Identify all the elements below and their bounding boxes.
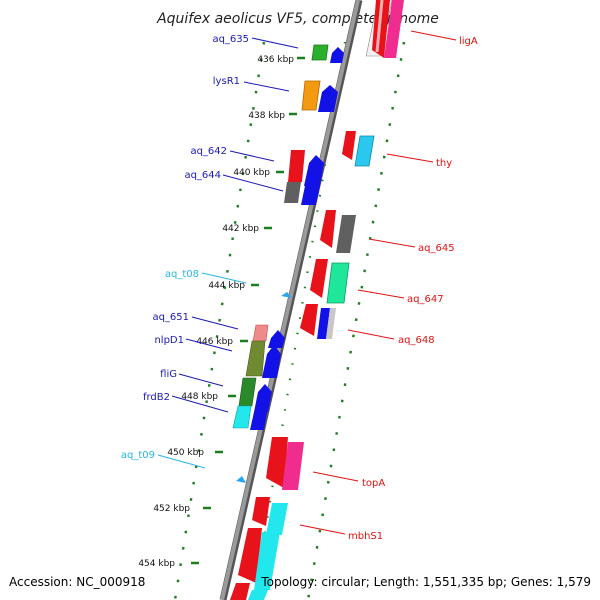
- gene-label-right[interactable]: topA: [362, 478, 385, 489]
- gene-arrow-aq651-b[interactable]: [268, 330, 285, 348]
- gene-label-left[interactable]: aq_642: [190, 146, 227, 157]
- gene-arrow-aq651[interactable]: [252, 324, 269, 342]
- right-gene-labels: ligA thy aq_645 aq_647 aq_648 topA mbhS1: [299, 30, 478, 542]
- gene-arrow-aq635-b[interactable]: [330, 47, 344, 63]
- gene-arrow-mbhS1-b[interactable]: [266, 503, 288, 535]
- accession-text: Accession: NC_000918: [9, 575, 145, 589]
- gene-arrow-aq647-b[interactable]: [326, 262, 350, 304]
- gene-arrow-fliG[interactable]: [238, 377, 257, 407]
- gene-arrow-mbhS2-b[interactable]: [254, 532, 280, 590]
- gene-nlpD1-block[interactable]: [245, 340, 281, 378]
- gene-arrow-aq642[interactable]: [288, 150, 305, 182]
- gene-aq648-block[interactable]: [300, 304, 336, 339]
- scale-tick-label: 442 kbp: [222, 224, 259, 234]
- gene-label-right[interactable]: aq_647: [407, 294, 444, 305]
- gene-arrow-aq648[interactable]: [300, 304, 318, 336]
- gene-ligA-block[interactable]: [365, 0, 404, 58]
- left-tick-track: [173, 41, 266, 600]
- scale-ticks: 436 kbp 438 kbp 440 kbp 442 kbp 444 kbp …: [138, 55, 305, 569]
- gene-arrow-thy[interactable]: [342, 131, 356, 160]
- scale-tick-label: 452 kbp: [153, 504, 190, 514]
- gene-label-left[interactable]: aq_635: [212, 34, 249, 45]
- gene-arrow-aq635[interactable]: [311, 44, 329, 61]
- gene-arrow-topA[interactable]: [266, 437, 288, 488]
- scale-tick-label: 450 kbp: [167, 448, 204, 458]
- gene-label-left-rna[interactable]: aq_t09: [121, 450, 155, 461]
- gene-label-right[interactable]: aq_648: [398, 335, 435, 346]
- topology-text: Topology: circular; Length: 1,551,335 bp…: [260, 575, 591, 589]
- rna-marker-aq-t09[interactable]: [236, 476, 246, 483]
- gene-label-left[interactable]: frdB2: [143, 392, 170, 403]
- scale-tick-label: 444 kbp: [208, 281, 245, 291]
- gene-label-left-rna[interactable]: aq_t08: [165, 269, 199, 280]
- gene-arrow-frdB2-b[interactable]: [250, 412, 267, 430]
- gene-label-right[interactable]: mbhS1: [348, 531, 383, 542]
- gene-arrow-aq644[interactable]: [284, 182, 301, 203]
- gene-arrow-aq648-c[interactable]: [326, 308, 336, 339]
- gene-label-left[interactable]: lysR1: [213, 76, 240, 87]
- gene-thy-block[interactable]: [342, 131, 375, 167]
- gene-arrow-aq642-b[interactable]: [304, 155, 324, 186]
- gene-label-left[interactable]: aq_651: [152, 312, 189, 323]
- scale-tick-label: 438 kbp: [248, 111, 285, 121]
- scale-tick-label: 436 kbp: [257, 55, 294, 65]
- gene-aq642-block[interactable]: [288, 150, 324, 186]
- scale-tick-label: 440 kbp: [233, 168, 270, 178]
- gene-aq651-block[interactable]: [252, 324, 285, 348]
- gene-arrow-aq647[interactable]: [310, 259, 328, 298]
- gene-arrow-aq648-b[interactable]: [317, 308, 330, 339]
- gene-label-left[interactable]: nlpD1: [154, 335, 184, 346]
- gene-label-left[interactable]: aq_644: [184, 170, 221, 181]
- gene-label-right[interactable]: thy: [436, 158, 452, 169]
- gene-frdB2-block[interactable]: [232, 405, 267, 430]
- map-title: Aquifex aeolicus VF5, complete genome: [156, 11, 439, 27]
- gene-arrow-thy-b[interactable]: [354, 135, 375, 167]
- gene-aq645-block[interactable]: [320, 210, 356, 253]
- gene-arrow-mbhS3[interactable]: [230, 583, 250, 600]
- gene-aq635-block[interactable]: [311, 44, 344, 63]
- gene-arrow-mbhS3-b[interactable]: [248, 590, 268, 600]
- gene-arrow-lysR1-b[interactable]: [318, 85, 338, 112]
- gene-mbhS1-block[interactable]: [230, 497, 288, 600]
- gene-arrow-nlpD1[interactable]: [245, 340, 266, 377]
- scale-tick-label: 454 kbp: [138, 559, 175, 569]
- gene-arrow-frdB2[interactable]: [232, 405, 252, 429]
- gene-arrow-mbhS2[interactable]: [238, 528, 262, 583]
- gene-label-right[interactable]: ligA: [459, 36, 478, 47]
- gene-arrow-aq645[interactable]: [320, 210, 336, 248]
- gene-arrow-topA-b[interactable]: [282, 442, 304, 490]
- gene-arrow-nlpD1-b[interactable]: [262, 345, 281, 378]
- rna-marker-aq-t08[interactable]: [281, 292, 292, 298]
- gene-label-right[interactable]: aq_645: [418, 243, 455, 254]
- gene-lysR1-block[interactable]: [301, 80, 338, 112]
- left-gene-labels: aq_635 lysR1 aq_642 aq_644 aq_t08 aq_651…: [121, 34, 299, 469]
- gene-arrow-aq645-b[interactable]: [336, 215, 356, 253]
- gene-fliG-block[interactable]: [238, 377, 272, 412]
- gene-arrow-mbhS1[interactable]: [252, 497, 270, 526]
- gene-topA-block[interactable]: [266, 437, 304, 490]
- gene-label-left[interactable]: fliG: [160, 369, 177, 380]
- gene-arrow-fliG-b[interactable]: [254, 384, 272, 412]
- gene-arrow-ligA-b[interactable]: [384, 0, 404, 58]
- gene-aq644-block[interactable]: [284, 182, 320, 205]
- gene-arrow-lysR1[interactable]: [301, 80, 321, 111]
- gene-arrow-aq644-b[interactable]: [301, 186, 320, 205]
- scale-tick-label: 448 kbp: [181, 392, 218, 402]
- scale-tick-label: 446 kbp: [196, 337, 233, 347]
- gene-aq647-block[interactable]: [310, 259, 350, 304]
